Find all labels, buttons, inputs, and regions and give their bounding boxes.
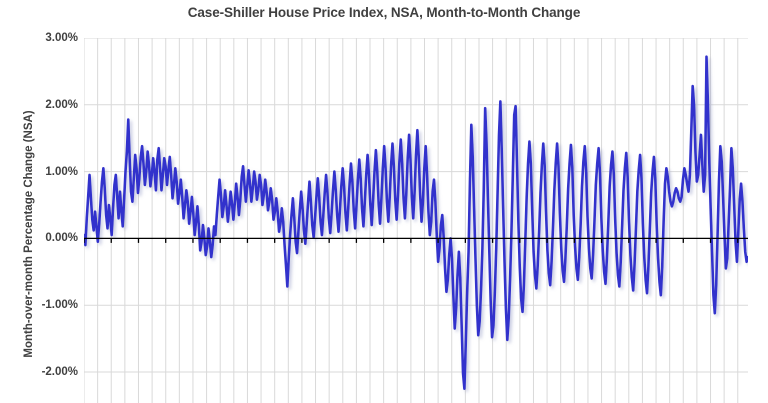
- series-line: [84, 55, 748, 391]
- y-axis-tick-labels: 3.00% 2.00% 1.00% 0.00% -1.00% -2.00%: [0, 0, 78, 403]
- vertical-gridlines: [84, 38, 739, 403]
- y-axis-tick-label: -1.00%: [41, 299, 78, 312]
- y-axis-tick-label: 0.00%: [45, 232, 78, 245]
- zero-axis-line: [84, 237, 748, 243]
- y-axis-tick-label: 2.00%: [45, 98, 78, 111]
- y-axis-tick-label: -2.00%: [41, 366, 78, 378]
- plot-area: [84, 38, 748, 403]
- chart-svg: [84, 38, 748, 403]
- chart-title: Case-Shiller House Price Index, NSA, Mon…: [187, 5, 581, 20]
- y-axis-tick-label: 1.00%: [45, 165, 78, 178]
- y-axis-tick-label: 3.00%: [45, 32, 78, 44]
